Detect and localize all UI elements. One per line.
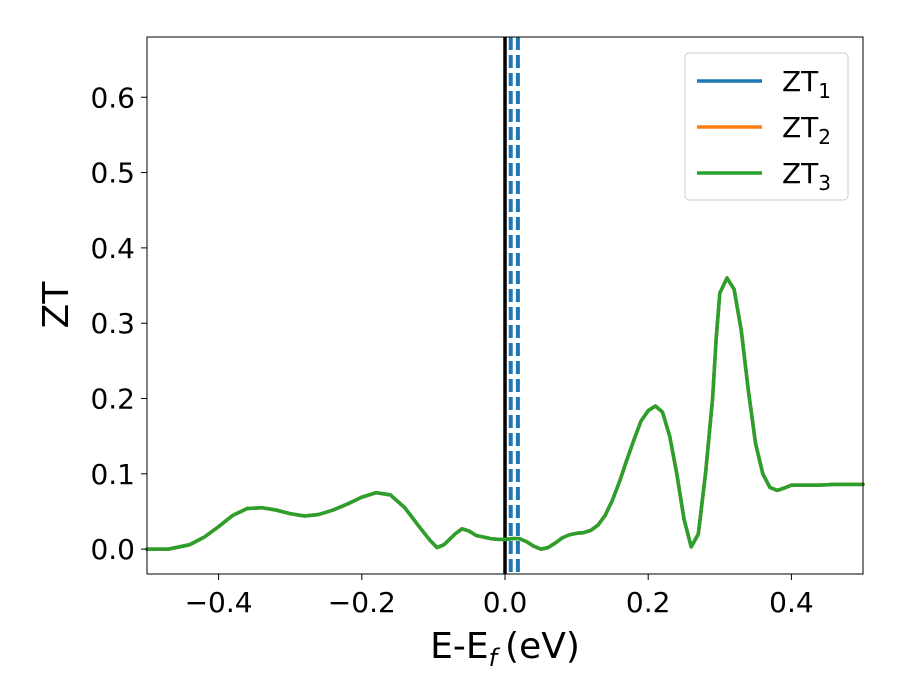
x-tick-label: −0.2	[328, 586, 396, 619]
y-tick-label: 0.0	[90, 533, 135, 566]
x-tick-label: 0.2	[626, 586, 671, 619]
y-tick-label: 0.1	[90, 458, 135, 491]
x-axis-label-unit: (eV)	[505, 626, 580, 667]
x-axis-label-sub: f	[489, 644, 501, 672]
x-axis-ticks: −0.4 −0.2 0.0 0.2 0.4	[185, 574, 814, 619]
y-tick-label: 0.3	[90, 307, 135, 340]
y-tick-label: 0.6	[90, 81, 135, 114]
x-axis-label: E-Ef (eV)	[430, 626, 580, 672]
y-tick-label: 0.2	[90, 383, 135, 416]
legend-label: ZT1	[782, 65, 831, 103]
series-line-zt3	[145, 276, 865, 551]
legend-label: ZT2	[782, 111, 831, 149]
y-tick-label: 0.4	[90, 232, 135, 265]
legend-label: ZT3	[782, 157, 831, 195]
y-tick-label: 0.5	[90, 157, 135, 190]
x-tick-label: 0.0	[483, 586, 528, 619]
legend-box	[684, 52, 849, 201]
vertical-reference-lines	[503, 37, 520, 574]
y-axis-ticks: 0.0 0.1 0.2 0.3 0.4 0.5 0.6	[90, 81, 147, 566]
y-axis-label: ZT	[36, 281, 77, 329]
x-axis-label-main: E-E	[430, 626, 488, 667]
legend: ZT1 ZT2 ZT3	[684, 52, 849, 201]
x-tick-label: −0.4	[185, 586, 253, 619]
x-tick-label: 0.4	[769, 586, 814, 619]
series-layer	[145, 276, 865, 551]
